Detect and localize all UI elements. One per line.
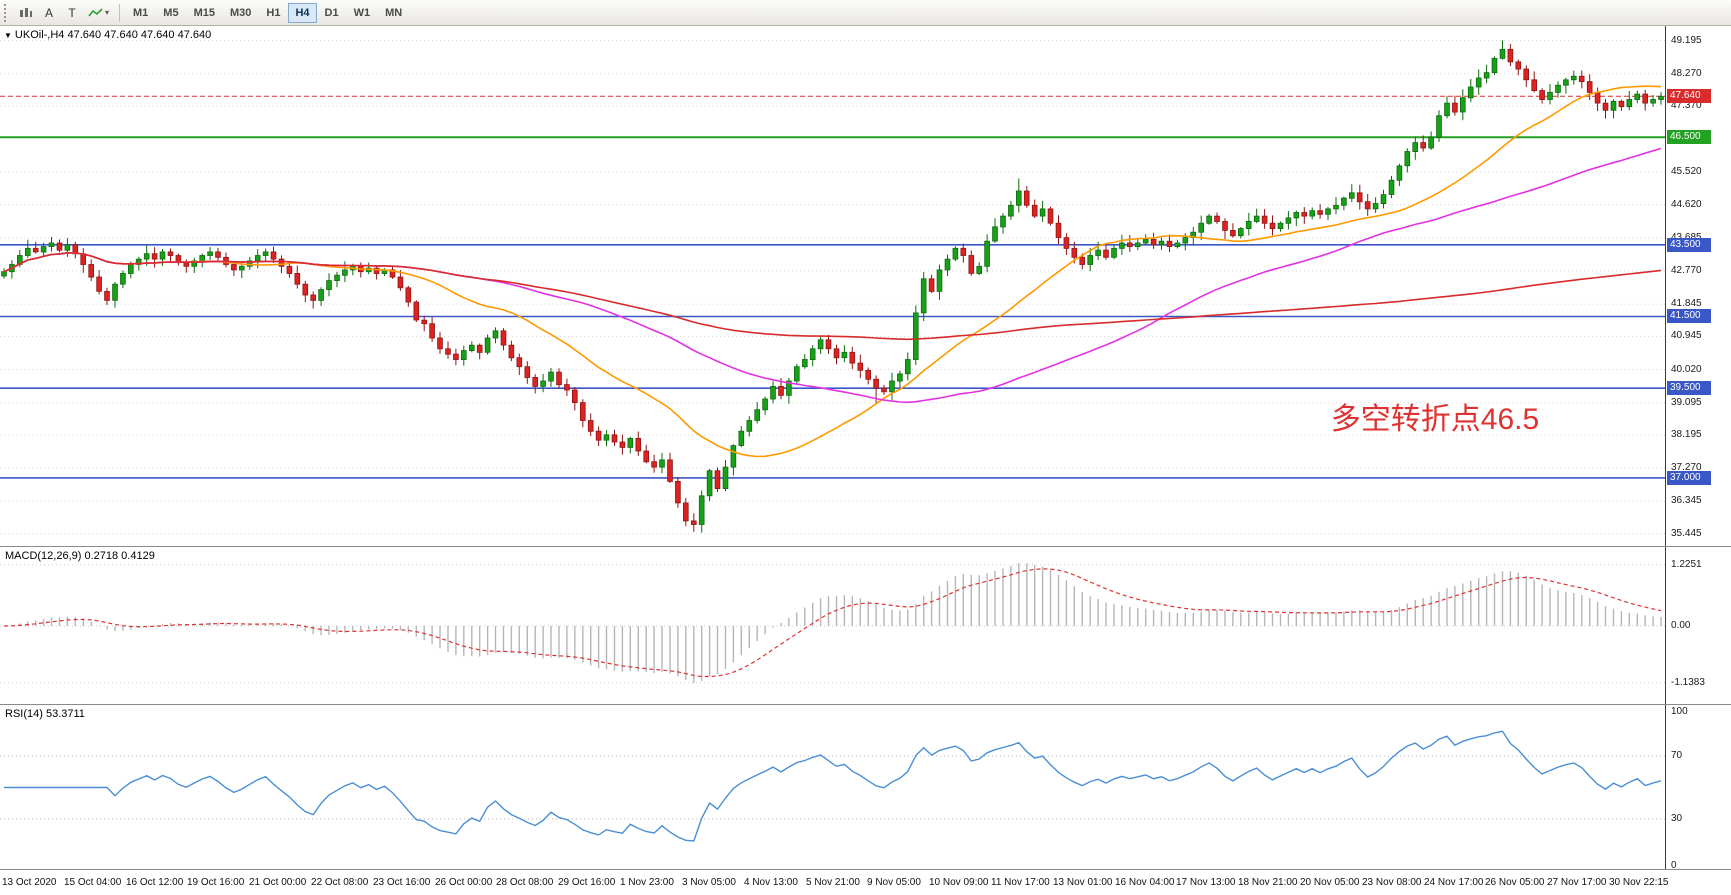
symbol-title: ▼ UKOil-,H4 47.640 47.640 47.640 47.640 <box>4 29 211 41</box>
timeframe-h4[interactable]: H4 <box>288 2 317 23</box>
rsi-axis-label: 70 <box>1671 750 1683 761</box>
price-chart[interactable]: ▼ UKOil-,H4 47.640 47.640 47.640 47.640 多… <box>0 26 1665 546</box>
time-axis-label: 18 Nov 21:00 <box>1238 877 1298 888</box>
price-axis-label: 47.370 <box>1671 100 1702 111</box>
time-axis-label: 22 Oct 08:00 <box>311 877 369 888</box>
toolbar-separator <box>119 3 121 22</box>
price-axis-label: 44.620 <box>1671 199 1702 210</box>
time-axis-label: 13 Oct 2020 <box>2 877 57 888</box>
timeframe-m15[interactable]: M15 <box>187 3 222 23</box>
chevron-down-icon: ▾ <box>105 8 110 17</box>
time-axis-label: 3 Nov 05:00 <box>682 877 736 888</box>
time-axis-label: 9 Nov 05:00 <box>867 877 921 888</box>
time-axis-label: 29 Oct 16:00 <box>558 877 616 888</box>
macd-histogram <box>11 563 1662 683</box>
price-axis-label: 42.770 <box>1671 265 1702 276</box>
indicator-zigzag-icon <box>88 7 104 19</box>
collapse-chart-icon[interactable]: ▼ <box>4 31 12 40</box>
candles-icon <box>19 7 33 19</box>
annotation-text[interactable]: 多空转折点46.5 <box>1331 403 1539 436</box>
macd-axis-max: 1.2251 <box>1671 559 1702 570</box>
price-badge: 47.640 <box>1667 89 1711 103</box>
main-chart-svg: 多空转折点46.5 <box>0 40 1665 535</box>
macd-signal-line <box>3 568 1662 678</box>
chart-mode-button[interactable] <box>15 3 37 23</box>
time-axis-label: 20 Nov 05:00 <box>1300 877 1360 888</box>
price-badge: 39.500 <box>1667 381 1711 395</box>
text-tool-button[interactable]: T <box>61 3 83 23</box>
time-axis-label: 11 Nov 17:00 <box>991 877 1050 888</box>
time-axis-label: 16 Nov 04:00 <box>1115 877 1175 888</box>
price-axis-label: 43.685 <box>1671 232 1702 244</box>
macd-axis: 1.2251 0.00 -1.1383 <box>1665 547 1731 704</box>
macd-axis-zero: 0.00 <box>1671 620 1691 631</box>
macd-label: MACD(12,26,9) 0.2718 0.4129 <box>5 550 155 562</box>
time-axis-label: 24 Nov 17:00 <box>1424 877 1484 888</box>
indicators-dropdown-button[interactable]: ▾ <box>84 3 113 23</box>
price-badge: 46.500 <box>1667 130 1711 144</box>
time-axis-label: 26 Oct 00:00 <box>435 877 493 888</box>
price-axis-label: 35.445 <box>1671 528 1702 539</box>
rsi-axis-label: 30 <box>1671 813 1683 824</box>
macd-panel[interactable]: MACD(12,26,9) 0.2718 0.4129 <box>0 547 1665 704</box>
price-badge: 41.500 <box>1667 309 1711 323</box>
time-axis-label: 13 Nov 01:00 <box>1053 877 1113 888</box>
price-axis[interactable]: 49.195 48.270 47.370 45.520 44.620 43.685 42.7… <box>1665 26 1731 546</box>
ma-line-0 <box>3 85 1662 458</box>
time-axis-label: 4 Nov 13:00 <box>744 877 798 888</box>
toolbar: A T ▾ M1 M5 M15 M30 H1 H4 D1 W1 MN <box>0 0 1731 26</box>
rsi-axis: 100 70 30 0 <box>1665 705 1731 869</box>
rsi-label: RSI(14) 53.3711 <box>5 708 85 720</box>
price-axis-label: 40.945 <box>1671 330 1702 341</box>
time-axis-label: 30 Nov 22:15 <box>1609 877 1669 888</box>
rsi-line <box>4 730 1662 842</box>
timeframe-mn[interactable]: MN <box>378 3 409 23</box>
time-axis[interactable]: 13 Oct 2020 15 Oct 04:00 16 Oct 12:00 19 Oc… <box>0 869 1731 895</box>
time-axis-label: 27 Nov 17:00 <box>1547 877 1607 888</box>
rsi-panel[interactable]: RSI(14) 53.3711 <box>0 705 1665 869</box>
time-axis-label: 28 Oct 08:00 <box>496 877 554 888</box>
rsi-axis-label: 100 <box>1671 706 1688 717</box>
time-axis-label: 23 Nov 08:00 <box>1362 877 1422 888</box>
time-axis-label: 19 Oct 16:00 <box>187 877 245 888</box>
toolbar-drag-handle[interactable] <box>4 3 10 22</box>
time-axis-label: 26 Nov 05:00 <box>1485 877 1545 888</box>
time-axis-label: 23 Oct 16:00 <box>373 877 431 888</box>
time-axis-label: 1 Nov 23:00 <box>620 877 674 888</box>
ma-line-2 <box>3 252 1662 341</box>
price-axis-label: 37.270 <box>1671 462 1702 473</box>
price-axis-label: 41.845 <box>1671 298 1702 309</box>
price-axis-label: 39.095 <box>1671 397 1702 408</box>
cursor-tool-button[interactable]: A <box>38 3 60 23</box>
timeframe-d1[interactable]: D1 <box>318 3 346 23</box>
timeframe-m30[interactable]: M30 <box>223 3 258 23</box>
price-axis-label: 49.195 <box>1671 35 1702 46</box>
timeframe-m1[interactable]: M1 <box>126 3 155 23</box>
time-axis-label: 15 Oct 04:00 <box>64 877 122 888</box>
rsi-axis-label: 0 <box>1671 860 1677 869</box>
price-axis-label: 38.195 <box>1671 429 1702 440</box>
price-axis-label: 45.520 <box>1671 166 1702 177</box>
timeframe-w1[interactable]: W1 <box>347 3 378 23</box>
macd-axis-min: -1.1383 <box>1671 677 1705 688</box>
time-axis-label: 17 Nov 13:00 <box>1176 877 1236 888</box>
timeframe-h1[interactable]: H1 <box>259 3 287 23</box>
price-axis-label: 40.020 <box>1671 364 1702 375</box>
price-badge: 37.000 <box>1667 471 1711 485</box>
price-axis-label: 48.270 <box>1671 68 1702 79</box>
timeframe-m5[interactable]: M5 <box>156 3 185 23</box>
time-axis-label: 21 Oct 00:00 <box>249 877 307 888</box>
macd-svg <box>0 563 1665 684</box>
time-axis-label: 16 Oct 12:00 <box>126 877 184 888</box>
time-axis-label: 5 Nov 21:00 <box>806 877 860 888</box>
time-axis-label: 10 Nov 09:00 <box>929 877 989 888</box>
price-badge: 43.500 <box>1667 238 1711 252</box>
ma-line-1 <box>3 147 1662 404</box>
price-axis-label: 36.345 <box>1671 495 1702 506</box>
symbol-ohlc-label: UKOil-,H4 47.640 47.640 47.640 47.640 <box>14 29 212 41</box>
rsi-svg <box>0 730 1665 842</box>
candles <box>1 40 1664 533</box>
